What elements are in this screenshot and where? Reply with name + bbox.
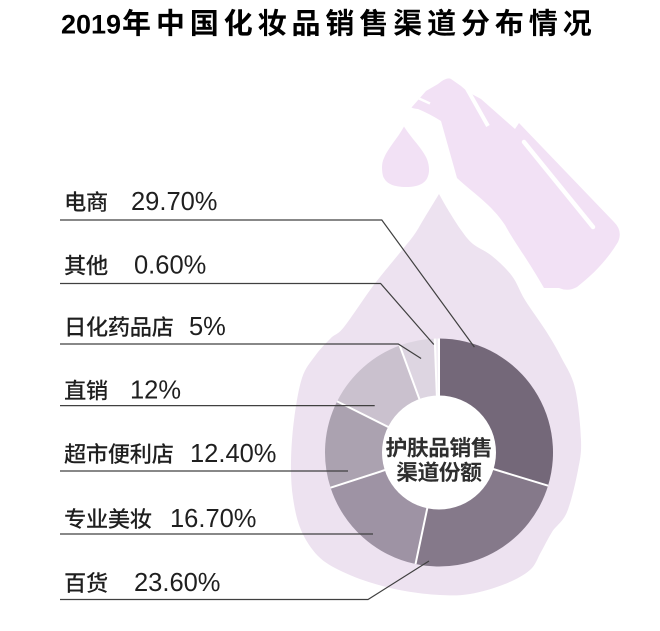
svg-text:0.60%: 0.60% — [134, 252, 206, 280]
svg-text:2019: 2019 — [61, 10, 121, 40]
svg-text:23.60%: 23.60% — [134, 569, 221, 597]
svg-text:5%: 5% — [189, 313, 226, 341]
svg-text:16.70%: 16.70% — [170, 505, 257, 533]
svg-text:29.70%: 29.70% — [131, 188, 218, 216]
svg-text:12.40%: 12.40% — [190, 440, 277, 468]
svg-text:12%: 12% — [130, 377, 181, 405]
